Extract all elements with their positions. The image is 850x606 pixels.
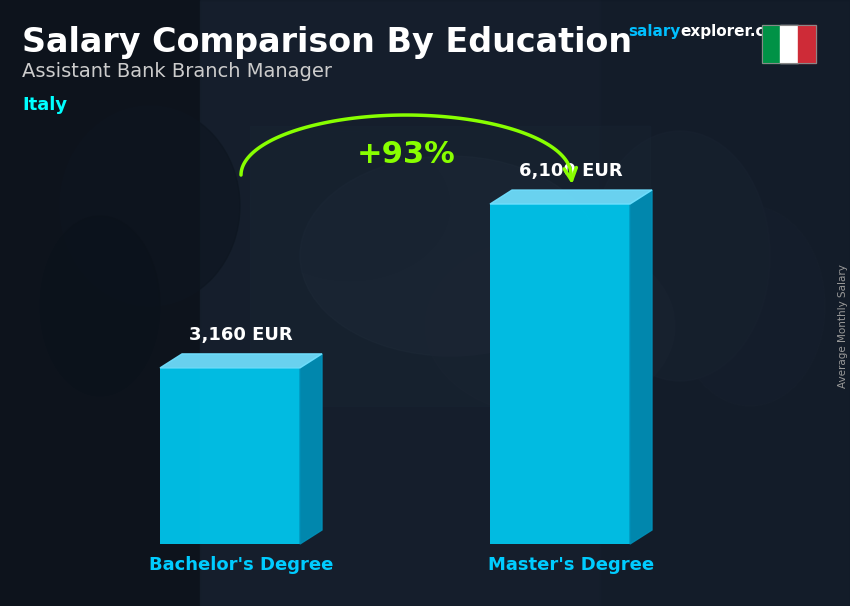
Ellipse shape (675, 206, 825, 406)
Text: Salary Comparison By Education: Salary Comparison By Education (22, 26, 632, 59)
Polygon shape (630, 190, 652, 544)
Bar (160, 368, 300, 544)
Ellipse shape (60, 106, 240, 306)
Text: Master's Degree: Master's Degree (488, 556, 654, 574)
Text: Italy: Italy (22, 96, 67, 114)
Ellipse shape (250, 131, 450, 281)
Ellipse shape (590, 131, 770, 381)
Text: Average Monthly Salary: Average Monthly Salary (838, 264, 848, 388)
Bar (762, 25, 780, 63)
Ellipse shape (425, 236, 675, 416)
Text: salary: salary (628, 24, 680, 39)
Bar (762, 25, 816, 63)
Bar (600, 0, 850, 606)
Bar (798, 25, 816, 63)
Bar (200, 0, 600, 606)
Polygon shape (160, 354, 322, 368)
Text: +93%: +93% (357, 139, 456, 168)
Text: explorer.com: explorer.com (680, 24, 790, 39)
Polygon shape (490, 190, 652, 204)
Text: 6,100 EUR: 6,100 EUR (519, 162, 623, 180)
Ellipse shape (300, 156, 600, 356)
Bar (780, 25, 798, 63)
Bar (490, 204, 630, 544)
Text: 3,160 EUR: 3,160 EUR (190, 326, 292, 344)
Text: Bachelor's Degree: Bachelor's Degree (149, 556, 333, 574)
Bar (250, 126, 650, 406)
Bar (0, 0, 200, 606)
Polygon shape (300, 354, 322, 544)
Text: Assistant Bank Branch Manager: Assistant Bank Branch Manager (22, 62, 332, 81)
Ellipse shape (40, 216, 160, 396)
